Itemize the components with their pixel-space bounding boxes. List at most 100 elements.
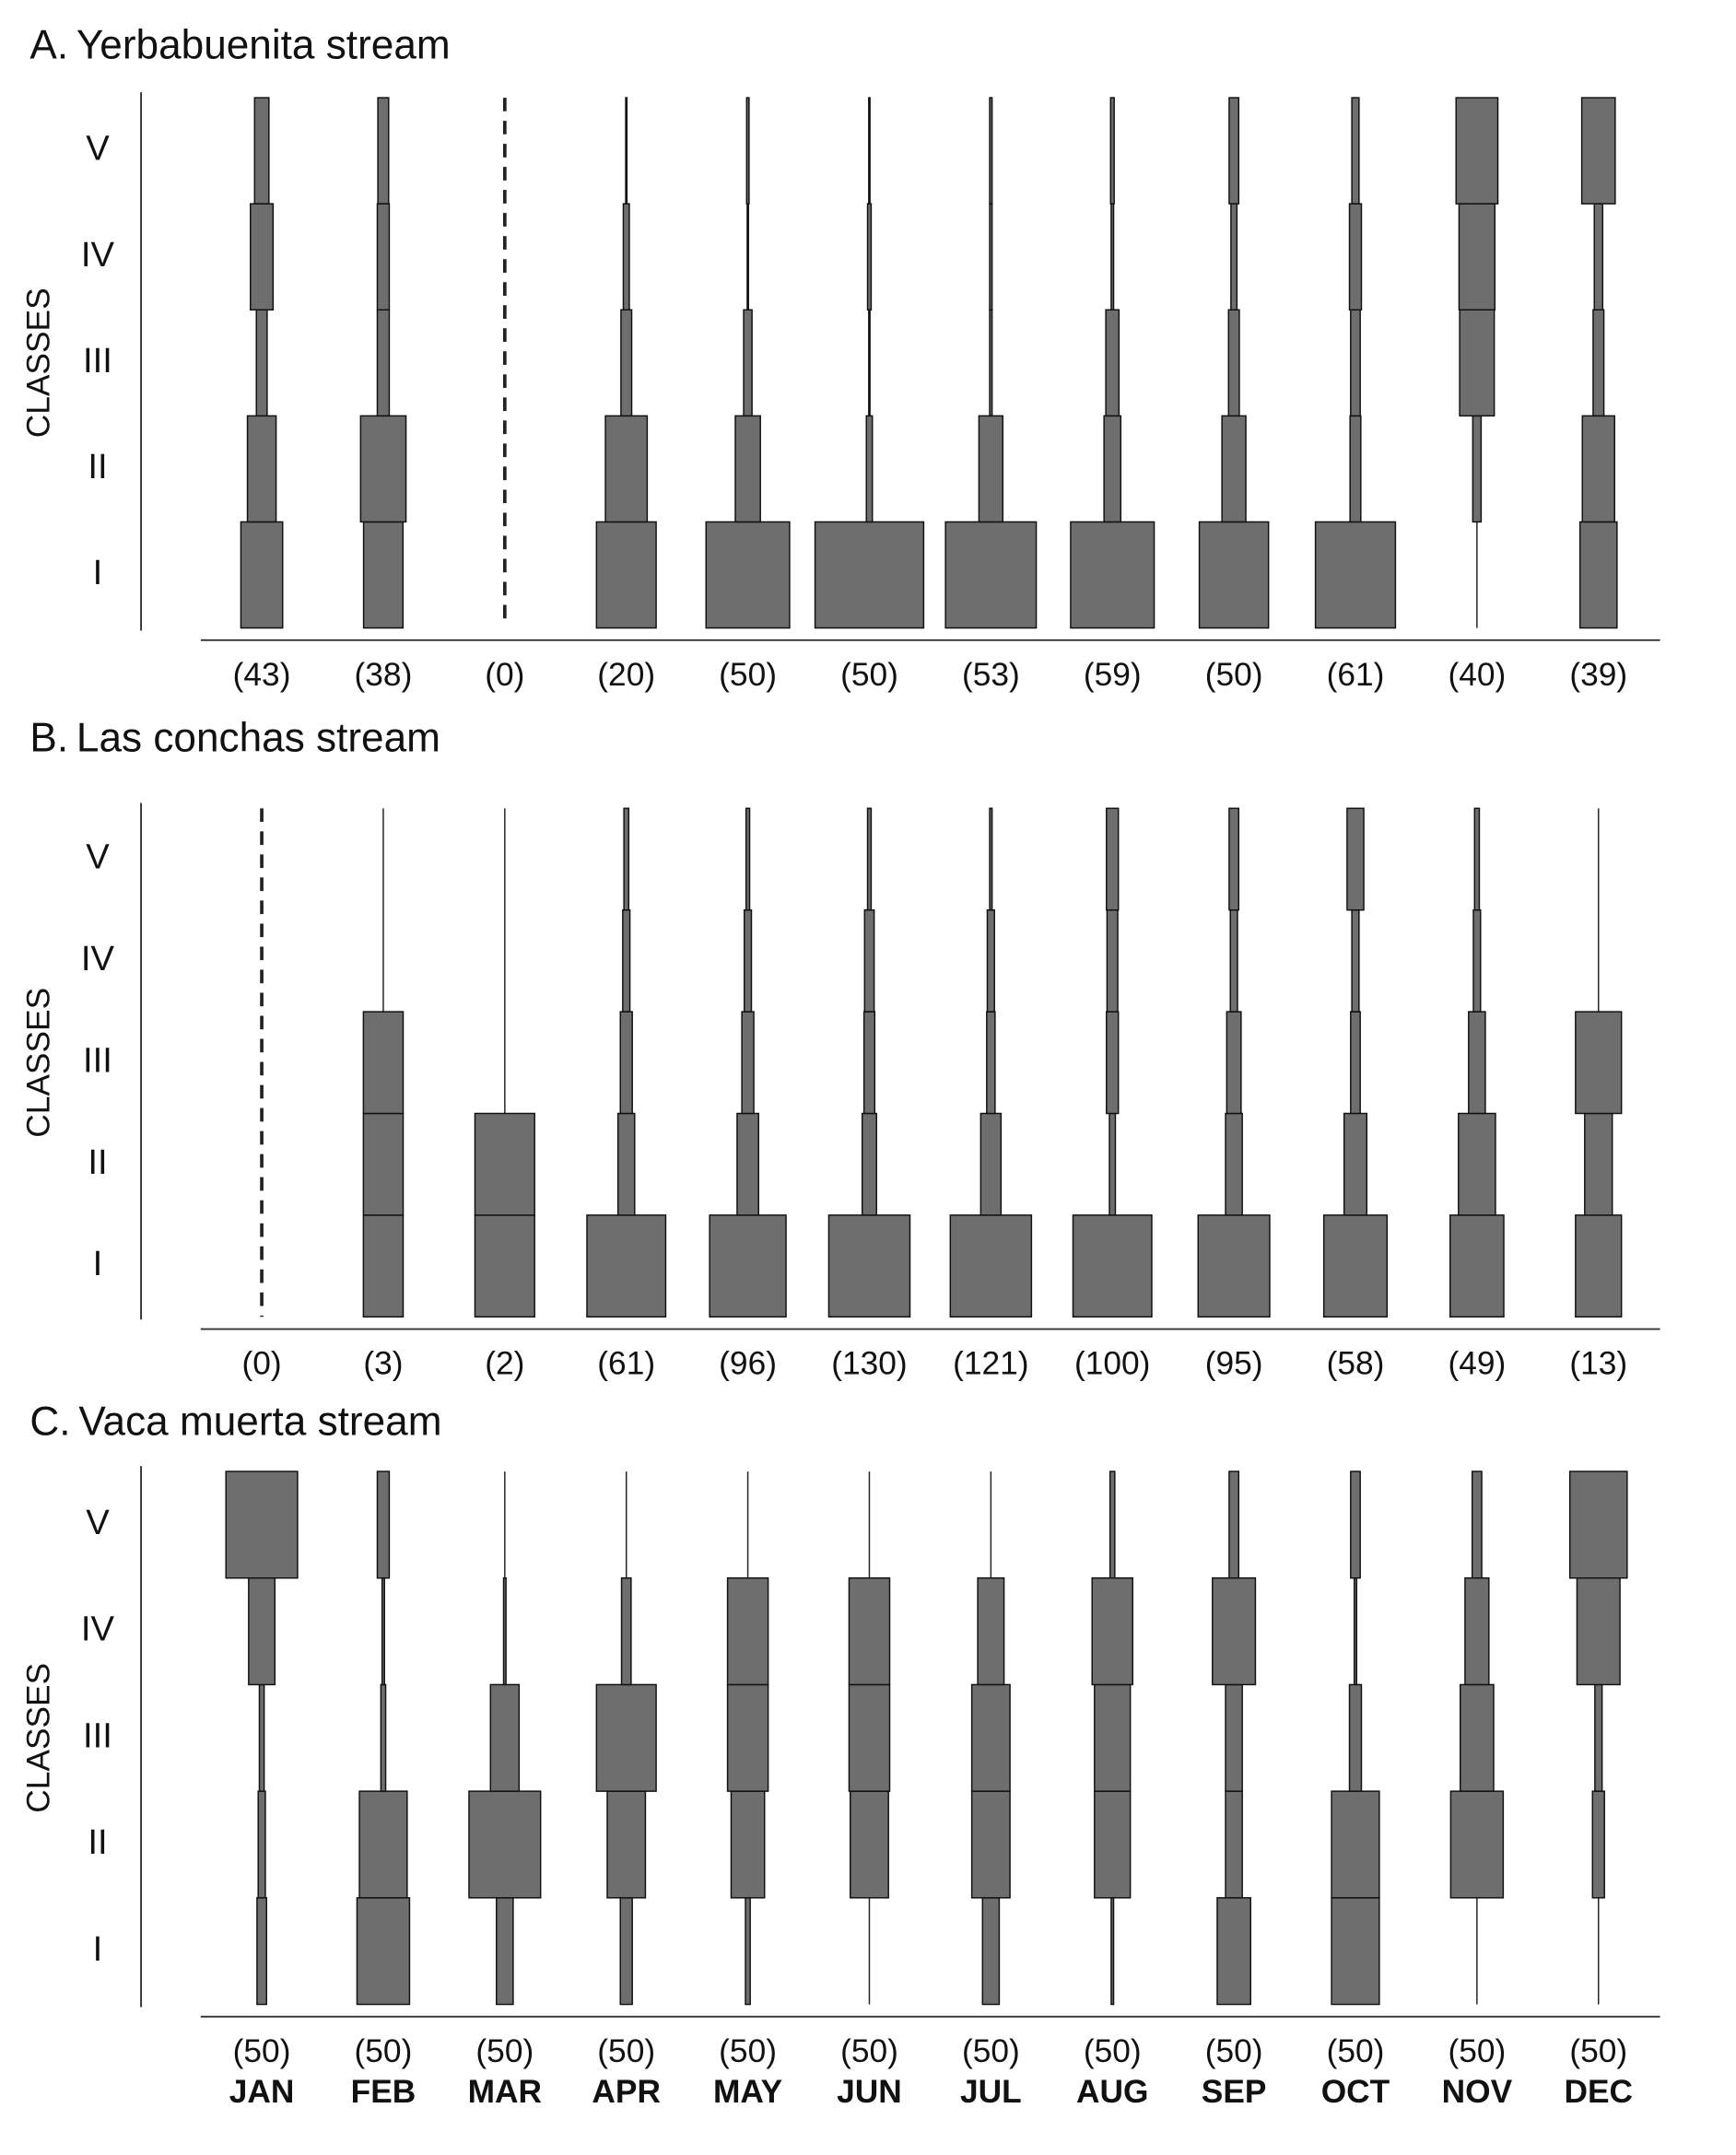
kite-segment [362, 1112, 405, 1216]
sample-size-label: (50) [355, 2033, 413, 2069]
kite-segment [977, 1577, 1005, 1686]
sample-size-label: (53) [962, 657, 1020, 693]
kite-segment [1109, 97, 1115, 205]
kite-segment [866, 203, 873, 311]
class-label: I [93, 1929, 103, 1969]
sample-size-label: (0) [485, 657, 524, 693]
class-label: IV [81, 1610, 115, 1649]
kite-segment [1455, 97, 1499, 205]
kite-segment [745, 97, 750, 205]
sample-size-label: (50) [1569, 2033, 1627, 2069]
kite-segment [1322, 1214, 1389, 1318]
sample-size-label: (50) [233, 2033, 291, 2069]
sample-size-label: (49) [1448, 1346, 1506, 1382]
kite-segment [970, 1683, 1011, 1792]
sample-size-label: (61) [1327, 657, 1385, 693]
kite-segment [246, 415, 277, 523]
month-label: FEB [351, 2074, 416, 2110]
kite-segment [1351, 97, 1360, 205]
kite-segment [862, 1011, 876, 1115]
kite-segment [989, 203, 993, 311]
kite-segment [622, 203, 630, 311]
kite-segment [258, 1683, 265, 1792]
kite-segment [248, 1577, 276, 1686]
y-axis-label: CLASSES [20, 988, 56, 1138]
kite-segment [362, 521, 405, 629]
title: Vaca muerta stream [78, 1399, 441, 1444]
kite-segment [1198, 521, 1270, 629]
class-label: III [83, 1040, 112, 1080]
kite-segment [1343, 1112, 1368, 1216]
kite-segment [1108, 1470, 1116, 1579]
sample-size-label: (40) [1448, 657, 1506, 693]
kite-segment [1103, 415, 1122, 523]
sample-size-label: (43) [233, 657, 291, 693]
kite-segment [745, 807, 751, 911]
kite-segment [989, 309, 993, 417]
kite-segment [1471, 1470, 1483, 1579]
kite-segment [1568, 1470, 1628, 1579]
sample-size-label: (2) [485, 1346, 524, 1382]
panel-title: B. Las conchas stream [29, 715, 440, 760]
kite-segment [1216, 1897, 1251, 2006]
kite-segment [1229, 908, 1238, 1013]
kite-segment [250, 203, 275, 311]
panel-title: C. Vaca muerta stream [29, 1399, 441, 1444]
kite-segment [623, 807, 630, 911]
kite-segment [1105, 309, 1120, 417]
kite-segment [745, 1897, 751, 2006]
kite-segment [1581, 415, 1615, 523]
kite-segment [1106, 807, 1120, 911]
class-label: V [86, 1503, 110, 1542]
kite-segment [1225, 1790, 1243, 1899]
kite-segment [622, 908, 631, 1013]
month-label: JUN [837, 2074, 902, 2110]
kite-segment [1106, 1011, 1120, 1115]
kite-segment [1331, 1897, 1380, 2006]
kite-segment [606, 1790, 647, 1899]
class-label: II [88, 447, 107, 486]
month-label: AUG [1076, 2074, 1148, 2110]
class-label: V [86, 837, 110, 877]
kite-segment [1458, 203, 1496, 311]
kite-segment [1314, 521, 1397, 629]
kite-segment [949, 1214, 1033, 1318]
kite-segment [1584, 1112, 1613, 1216]
kite-segment [741, 1011, 755, 1115]
sample-size-label: (100) [1074, 1346, 1150, 1382]
kite-segment [814, 521, 925, 629]
sample-size-label: (50) [962, 2033, 1020, 2069]
sample-size-label: (96) [719, 1346, 777, 1382]
kite-segment [1351, 908, 1360, 1013]
kite-segment [944, 521, 1038, 629]
kite-segment [1225, 1112, 1243, 1216]
kite-segment [865, 415, 874, 523]
sample-size-label: (50) [597, 2033, 655, 2069]
kite-segment [1230, 203, 1238, 311]
kite-segment [1110, 1897, 1115, 2006]
sample-size-label: (50) [1448, 2033, 1506, 2069]
kite-segment [1575, 1011, 1623, 1115]
sample-size-label: (50) [1205, 2033, 1263, 2069]
sample-size-label: (3) [363, 1346, 403, 1382]
month-label: APR [592, 2074, 661, 2110]
kite-segment [1575, 1214, 1623, 1318]
month-label: DEC [1564, 2074, 1633, 2110]
kite-segment [1212, 1577, 1257, 1686]
panel-label: A. [29, 22, 68, 67]
kite-segment [726, 1577, 769, 1686]
class-label: I [93, 553, 103, 592]
class-label: IV [81, 939, 115, 978]
kite-segment [1449, 1214, 1505, 1318]
kite-segment [1460, 1683, 1495, 1792]
kite-segment [1578, 521, 1618, 629]
kite-segment [1108, 1112, 1117, 1216]
kite-segment [850, 1790, 889, 1899]
kite-segment [1094, 1683, 1132, 1792]
kite-segment [359, 415, 407, 523]
kite-segment [743, 908, 753, 1013]
kite-segment [746, 203, 749, 311]
kite-segment [1472, 908, 1482, 1013]
panel-title: A. Yerbabuenita stream [29, 22, 450, 67]
